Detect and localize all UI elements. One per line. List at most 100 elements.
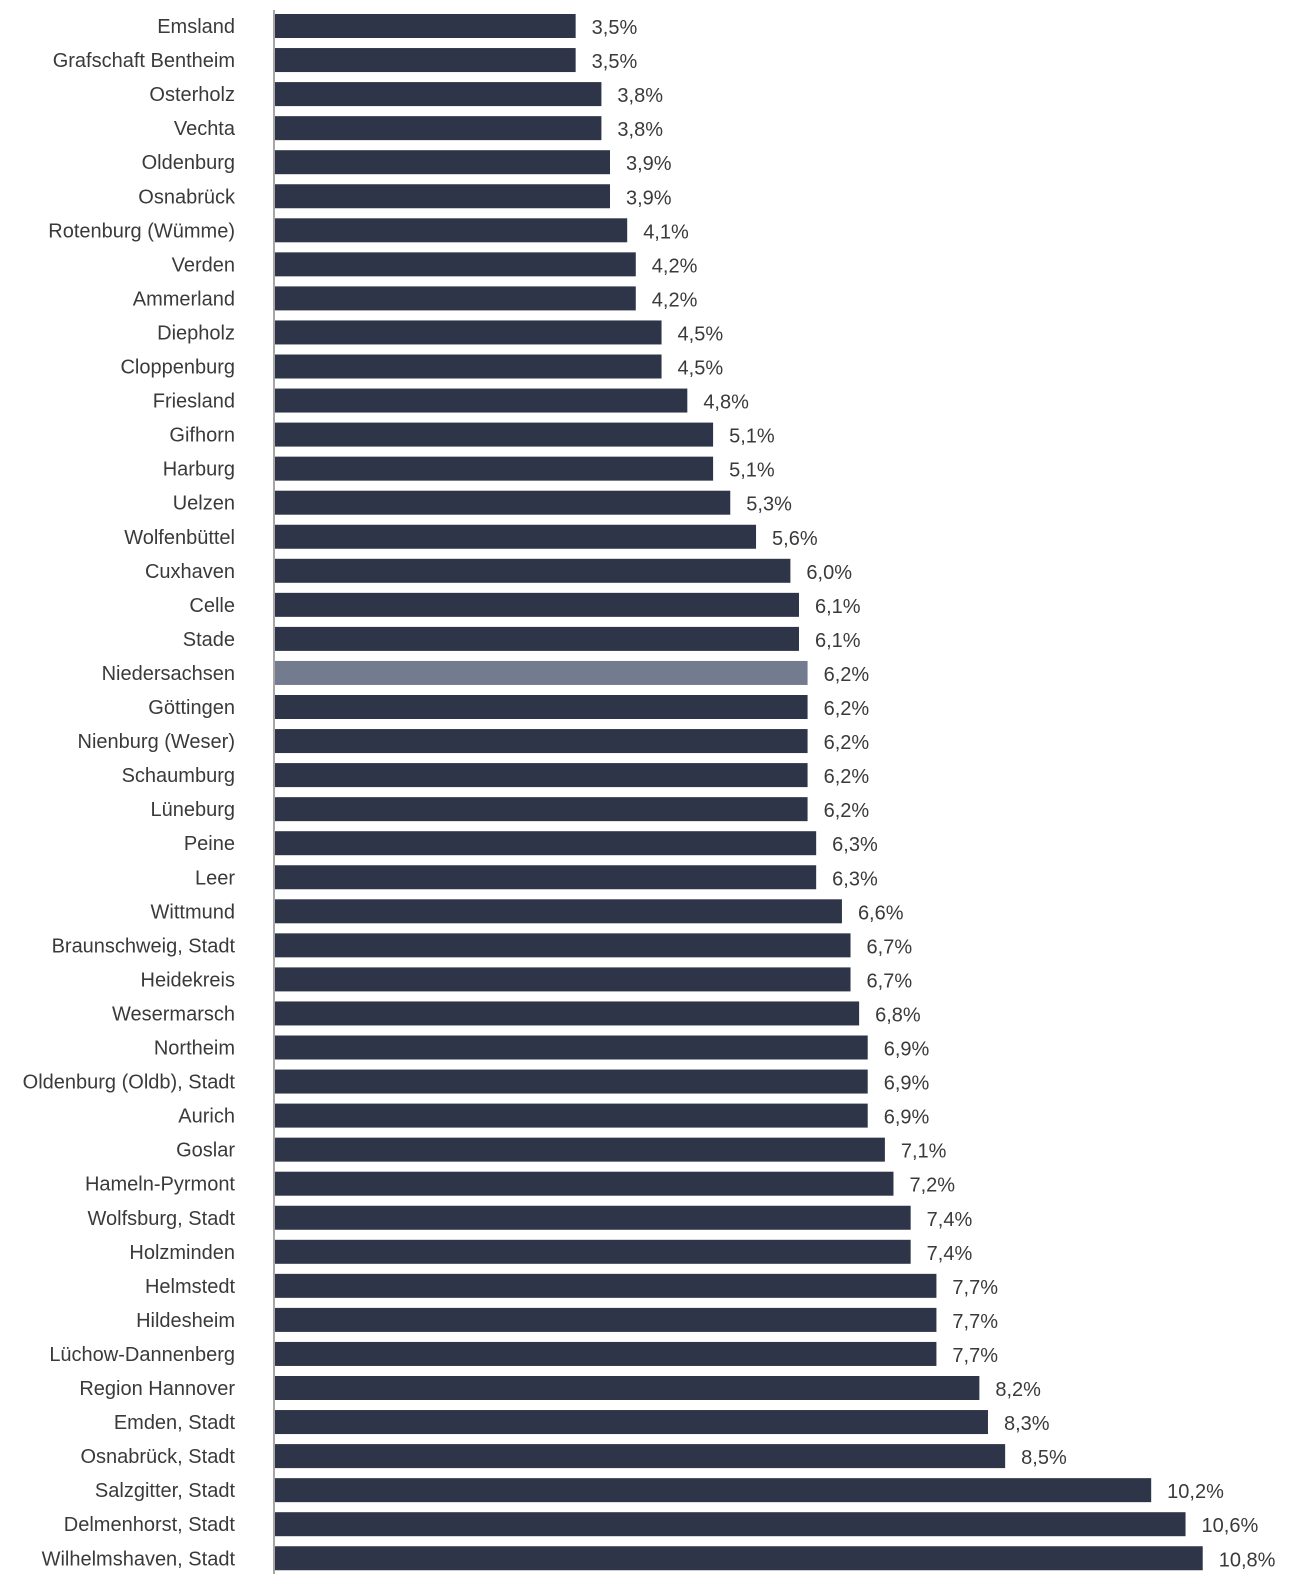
value-label: 7,7% (952, 1277, 998, 1299)
category-label: Cloppenburg (120, 357, 235, 379)
bar (275, 1546, 1203, 1571)
value-label: 4,2% (652, 255, 698, 277)
bar (275, 1001, 860, 1026)
bar (275, 1103, 868, 1128)
value-label: 6,2% (824, 766, 870, 788)
category-label: Hameln-Pyrmont (85, 1174, 235, 1196)
bar (275, 865, 817, 890)
value-label: 7,7% (952, 1345, 998, 1367)
value-label: 8,5% (1021, 1447, 1067, 1469)
bar (275, 388, 688, 413)
category-label: Osterholz (149, 84, 235, 106)
value-label: 4,5% (678, 323, 724, 345)
category-label: Helmstedt (145, 1276, 235, 1298)
bar (275, 831, 817, 856)
bar (275, 558, 791, 583)
value-label: 4,2% (652, 289, 698, 311)
bar (275, 626, 799, 651)
bar (275, 320, 662, 345)
category-label: Region Hannover (79, 1378, 235, 1400)
category-label: Salzgitter, Stadt (95, 1480, 236, 1502)
category-label: Emsland (157, 16, 235, 38)
category-label: Delmenhorst, Stadt (64, 1514, 236, 1536)
value-label: 6,0% (806, 562, 852, 584)
value-label: 6,7% (867, 936, 913, 958)
category-label: Aurich (178, 1106, 235, 1128)
category-label: Cuxhaven (145, 561, 235, 583)
bar (275, 729, 808, 754)
bar (275, 184, 611, 209)
category-label: Ammerland (133, 288, 235, 310)
category-label: Harburg (163, 459, 235, 481)
value-label: 5,1% (729, 460, 775, 482)
category-label: Nienburg (Weser) (78, 731, 235, 753)
bar (275, 1512, 1186, 1537)
value-label: 8,2% (995, 1379, 1041, 1401)
bar (275, 1341, 937, 1366)
bar (275, 116, 602, 141)
value-label: 7,1% (901, 1141, 947, 1163)
category-label: Göttingen (148, 697, 235, 719)
category-label: Wittmund (151, 901, 235, 923)
category-label: Emden, Stadt (114, 1412, 236, 1434)
value-label: 7,7% (952, 1311, 998, 1333)
value-labels-group: 3,5% 3,5% 3,8% 3,8% 3,9% 3,9% 4,1% 4,2% 4,2% 4,5%… (592, 17, 1276, 1571)
value-label: 10,8% (1219, 1549, 1276, 1571)
bar (275, 695, 808, 719)
bar (275, 933, 851, 958)
category-label: Wilhelmshaven, Stadt (42, 1548, 236, 1570)
category-label: Diepholz (157, 322, 235, 344)
bar (275, 252, 636, 277)
value-label: 3,8% (617, 119, 663, 141)
value-label: 10,2% (1167, 1481, 1224, 1503)
value-label: 6,7% (867, 970, 913, 992)
bar (275, 490, 731, 515)
value-label: 3,5% (592, 51, 638, 73)
category-label: Schaumburg (122, 765, 235, 787)
category-label: Osnabrück, Stadt (80, 1446, 235, 1468)
bar (275, 456, 714, 481)
category-label: Wolfenbüttel (124, 527, 235, 549)
value-label: 8,3% (1004, 1413, 1050, 1435)
bar (275, 1307, 937, 1332)
category-label: Vechta (174, 118, 236, 140)
value-label: 4,1% (643, 221, 689, 243)
category-label: Goslar (176, 1140, 235, 1162)
bar (275, 354, 662, 379)
bar (275, 797, 808, 822)
value-label: 6,2% (824, 732, 870, 754)
value-label: 4,8% (703, 392, 749, 414)
category-label: Celle (189, 595, 235, 617)
bar (275, 1376, 980, 1400)
value-label: 6,9% (884, 1107, 930, 1129)
bar (275, 150, 611, 175)
bar-highlight (275, 660, 808, 685)
bar (275, 1171, 894, 1196)
bar (275, 48, 576, 73)
bar (275, 1444, 1006, 1469)
bar (275, 286, 636, 311)
bar (275, 14, 576, 38)
value-label: 6,9% (884, 1073, 930, 1095)
bar (275, 763, 808, 788)
value-label: 3,9% (626, 187, 672, 209)
value-label: 5,6% (772, 528, 818, 550)
category-label: Heidekreis (141, 969, 235, 991)
category-label: Uelzen (173, 493, 235, 515)
category-label: Gifhorn (169, 425, 235, 447)
value-label: 7,2% (909, 1175, 955, 1197)
category-labels-group: Emsland Grafschaft Bentheim Osterholz Vecht… (23, 16, 236, 1570)
value-label: 3,5% (592, 17, 638, 39)
value-label: 6,6% (858, 902, 904, 924)
category-label: Peine (184, 833, 235, 855)
value-label: 6,2% (824, 800, 870, 822)
bar (275, 218, 628, 243)
value-label: 6,2% (824, 664, 870, 686)
category-label: Grafschaft Bentheim (53, 50, 235, 72)
value-label: 6,9% (884, 1039, 930, 1061)
value-label: 6,3% (832, 868, 878, 890)
bar (275, 82, 602, 107)
bar (275, 1137, 885, 1162)
category-label: Leer (195, 867, 235, 889)
bar (275, 1239, 911, 1264)
